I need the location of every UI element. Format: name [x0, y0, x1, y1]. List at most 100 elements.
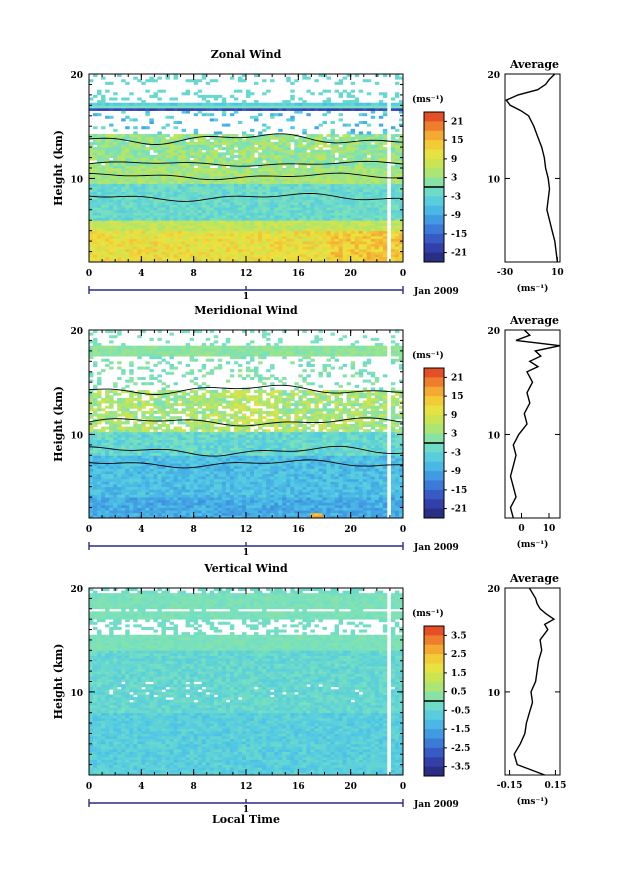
heatmap-cell — [394, 102, 400, 106]
heatmap-cell — [173, 191, 178, 195]
heatmap-cell — [105, 233, 110, 237]
heatmap-cell — [141, 256, 146, 260]
heatmap-cell — [334, 241, 339, 245]
heatmap-cell — [382, 194, 388, 198]
heatmap-cell — [157, 502, 162, 506]
heatmap-cell — [173, 188, 178, 192]
heatmap-cell — [233, 228, 239, 232]
heatmap-cell — [314, 181, 319, 185]
heatmap-cell — [358, 248, 364, 252]
heatmap-cell — [193, 79, 199, 83]
heatmap-cell — [125, 194, 130, 198]
heatmap-cell — [258, 256, 263, 260]
heatmap-cell — [278, 497, 283, 501]
heatmap-cell — [125, 107, 130, 111]
heatmap-cell — [298, 230, 303, 234]
heatmap-cell — [286, 175, 291, 179]
heatmap-cell — [302, 74, 307, 78]
heatmap-cell — [129, 186, 134, 190]
heatmap-cell — [213, 256, 219, 260]
heatmap-cell — [286, 162, 291, 166]
heatmap-cell — [314, 102, 319, 106]
heatmap-cell — [221, 194, 227, 198]
heatmap-cell — [330, 157, 335, 161]
heatmap-cell — [149, 175, 154, 179]
heatmap-cell — [221, 259, 227, 263]
heatmap-cell — [105, 141, 110, 145]
heatmap-cell — [137, 209, 142, 213]
heatmap-cell — [201, 139, 207, 143]
heatmap-cell — [141, 241, 146, 245]
heatmap-cell — [225, 243, 231, 247]
heatmap-cell — [177, 256, 182, 260]
heatmap-cell — [342, 259, 348, 263]
heatmap-cell — [338, 499, 344, 503]
heatmap-cell — [294, 168, 299, 172]
heatmap-cell — [229, 76, 235, 80]
heatmap-cell — [197, 251, 203, 255]
heatmap-cell — [93, 173, 98, 177]
heatmap-cell — [209, 225, 215, 229]
heatmap-cell — [89, 246, 94, 250]
heatmap-cell — [290, 217, 295, 221]
heatmap-cell — [330, 152, 335, 156]
heatmap-cell — [370, 504, 376, 508]
heatmap-cell — [109, 510, 114, 514]
heatmap-cell — [237, 194, 243, 198]
heatmap-cell — [169, 228, 174, 232]
heatmap-cell — [229, 507, 235, 511]
heatmap-cell — [266, 243, 271, 247]
heatmap-cell — [250, 183, 255, 187]
heatmap-cell — [217, 256, 223, 260]
heatmap-cell — [334, 149, 339, 153]
heatmap-cell — [125, 207, 130, 211]
colorbar-segment — [424, 168, 444, 179]
heatmap-cell — [290, 160, 295, 164]
heatmap-cell — [225, 246, 231, 250]
heatmap-cell — [270, 173, 275, 177]
heatmap-cell — [366, 497, 372, 501]
heatmap-cell — [157, 175, 162, 179]
heatmap-cell — [197, 243, 203, 247]
heatmap-cell — [326, 199, 331, 203]
heatmap-cell — [149, 225, 154, 229]
heatmap-cell — [258, 515, 263, 519]
heatmap-cell — [101, 504, 106, 508]
heatmap-cell — [326, 256, 331, 260]
heatmap-cell — [346, 215, 352, 219]
heatmap-cell — [330, 168, 335, 172]
heatmap-cell — [394, 225, 400, 229]
heatmap-cell — [266, 209, 271, 213]
heatmap-cell — [137, 183, 142, 187]
heatmap-cell — [250, 188, 255, 192]
heatmap-cell — [314, 230, 319, 234]
heatmap-cell — [125, 168, 130, 172]
heatmap-cell — [346, 165, 352, 169]
heatmap-cell — [241, 201, 247, 205]
heatmap-cell — [105, 154, 110, 158]
heatmap-cell — [398, 220, 404, 224]
heatmap-cell — [113, 92, 118, 96]
heatmap-cell — [270, 254, 275, 258]
heatmap-cell — [350, 225, 356, 229]
heatmap-cell — [185, 215, 191, 219]
heatmap-cell — [370, 199, 376, 203]
heatmap-cell — [133, 149, 138, 153]
heatmap-cell — [278, 233, 283, 237]
heatmap-cell — [149, 512, 154, 516]
heatmap-cell — [362, 259, 368, 263]
heatmap-cell — [93, 162, 98, 166]
heatmap-cell — [262, 209, 267, 213]
heatmap-cell — [322, 136, 327, 140]
heatmap-cell — [169, 107, 174, 111]
heatmap-cell — [197, 149, 203, 153]
heatmap-cell — [93, 248, 98, 252]
heatmap-cell — [109, 248, 114, 252]
heatmap-cell — [89, 207, 94, 211]
heatmap-cell — [338, 149, 344, 153]
heatmap-cell — [394, 256, 400, 260]
heatmap-cell — [133, 131, 138, 135]
heatmap-cell — [286, 512, 291, 516]
heatmap-cell — [205, 243, 211, 247]
heatmap-cell — [109, 259, 114, 263]
